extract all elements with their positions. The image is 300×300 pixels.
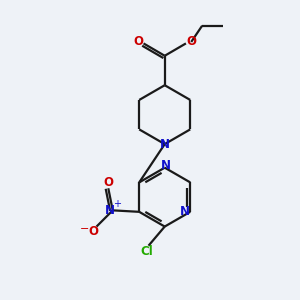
- Text: N: N: [105, 204, 116, 217]
- Text: N: N: [160, 138, 170, 151]
- Text: O: O: [103, 176, 113, 190]
- Text: N: N: [161, 159, 171, 172]
- Text: O: O: [133, 35, 143, 48]
- Text: N: N: [180, 205, 190, 218]
- Text: Cl: Cl: [141, 245, 153, 258]
- Text: O: O: [88, 225, 98, 239]
- Text: +: +: [113, 199, 121, 209]
- Text: −: −: [80, 224, 89, 234]
- Text: O: O: [186, 35, 196, 48]
